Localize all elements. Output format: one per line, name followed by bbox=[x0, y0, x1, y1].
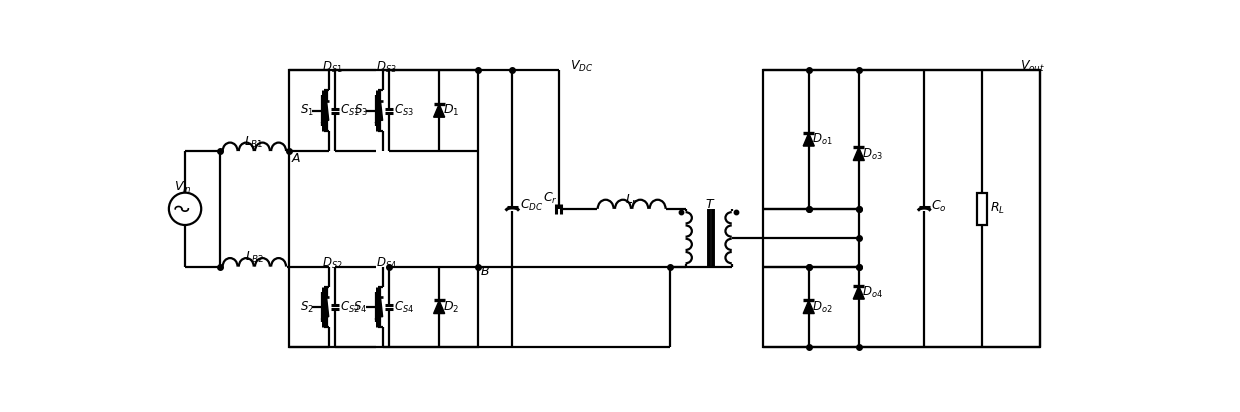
Text: $T$: $T$ bbox=[706, 198, 715, 211]
Text: $D_{S2}$: $D_{S2}$ bbox=[322, 256, 342, 272]
Text: $B$: $B$ bbox=[480, 265, 490, 279]
Text: $C_{S2}$: $C_{S2}$ bbox=[340, 300, 360, 314]
Text: $D_{o3}$: $D_{o3}$ bbox=[862, 146, 883, 162]
Polygon shape bbox=[804, 300, 815, 314]
Text: $D_1$: $D_1$ bbox=[443, 103, 459, 118]
Text: $D_{o2}$: $D_{o2}$ bbox=[812, 300, 832, 314]
Text: $S_4$: $S_4$ bbox=[353, 300, 368, 314]
Text: $R_L$: $R_L$ bbox=[990, 201, 1004, 216]
Polygon shape bbox=[378, 297, 383, 317]
Text: $V_{out}$: $V_{out}$ bbox=[1021, 59, 1045, 74]
Text: $D_{S1}$: $D_{S1}$ bbox=[322, 60, 343, 75]
Text: $V_{DC}$: $V_{DC}$ bbox=[570, 59, 594, 74]
Text: $D_{o4}$: $D_{o4}$ bbox=[862, 285, 883, 300]
Text: $S_2$: $S_2$ bbox=[300, 300, 314, 314]
Polygon shape bbox=[804, 133, 815, 146]
Bar bbox=[763, 70, 1040, 347]
Text: $D_{o1}$: $D_{o1}$ bbox=[812, 132, 832, 147]
Polygon shape bbox=[434, 300, 445, 314]
Polygon shape bbox=[325, 101, 329, 120]
Polygon shape bbox=[434, 104, 445, 117]
Polygon shape bbox=[853, 147, 864, 161]
Bar bbox=[289, 70, 477, 347]
Polygon shape bbox=[325, 297, 329, 317]
Text: $C_{S1}$: $C_{S1}$ bbox=[340, 103, 360, 118]
Text: $D_{S4}$: $D_{S4}$ bbox=[376, 256, 397, 272]
Text: $C_o$: $C_o$ bbox=[931, 199, 947, 214]
Text: $C_{DC}$: $C_{DC}$ bbox=[520, 197, 543, 213]
Text: $L_r$: $L_r$ bbox=[625, 192, 639, 208]
Text: $S_1$: $S_1$ bbox=[300, 103, 314, 118]
Text: $L_{B1}$: $L_{B1}$ bbox=[244, 135, 264, 150]
Text: $C_{S3}$: $C_{S3}$ bbox=[394, 103, 414, 118]
Text: $D_2$: $D_2$ bbox=[443, 300, 459, 314]
Text: $D_{S3}$: $D_{S3}$ bbox=[376, 60, 397, 75]
Polygon shape bbox=[378, 101, 383, 120]
Text: $A$: $A$ bbox=[291, 152, 301, 164]
Text: $C_r$: $C_r$ bbox=[543, 191, 558, 206]
Text: $V_{in}$: $V_{in}$ bbox=[174, 180, 192, 195]
Text: $S_3$: $S_3$ bbox=[353, 103, 367, 118]
Text: $C_{S4}$: $C_{S4}$ bbox=[394, 300, 414, 314]
Polygon shape bbox=[853, 286, 864, 299]
Text: $L_{B2}$: $L_{B2}$ bbox=[244, 250, 264, 265]
